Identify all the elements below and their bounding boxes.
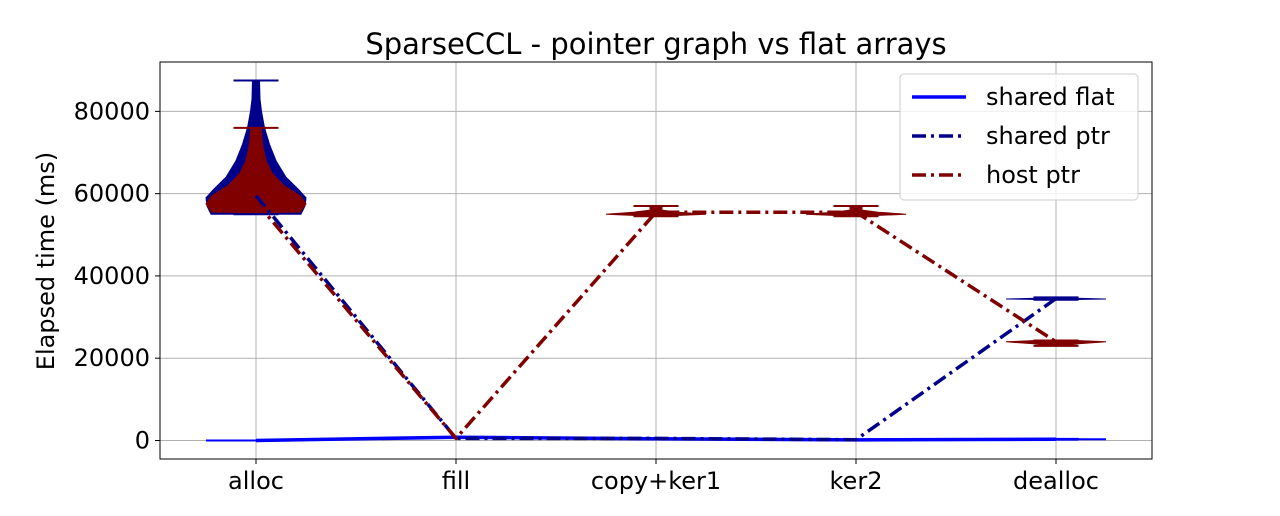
x-tick-label: copy+ker1 — [591, 467, 721, 495]
legend-box — [899, 73, 1139, 201]
x-tick-label: dealloc — [1013, 467, 1099, 495]
violin-body — [205, 127, 307, 213]
y-tick-label: 0 — [135, 426, 150, 454]
y-tick-label: 80000 — [74, 97, 150, 125]
y-tick-label: 40000 — [74, 262, 150, 290]
series-line — [254, 200, 1057, 441]
x-tick-label: ker2 — [830, 467, 883, 495]
y-tick-label: 20000 — [74, 344, 150, 372]
series-lines — [206, 194, 1106, 443]
legend-label: host ptr — [986, 161, 1080, 189]
x-tick-label: fill — [442, 467, 470, 495]
violin-body — [605, 205, 707, 217]
legend-label: shared ptr — [986, 122, 1110, 150]
y-tick-label: 60000 — [74, 180, 150, 208]
x-tick-label: alloc — [228, 467, 284, 495]
y-axis-label: Elapsed time (ms) — [32, 152, 60, 370]
legend-label: shared flat — [986, 83, 1115, 111]
chart-title: SparseCCL - pointer graph vs flat arrays — [365, 27, 946, 61]
legend: shared flat shared ptr host ptr — [899, 73, 1139, 201]
series-line — [254, 194, 1058, 442]
ticks: alloc fill copy+ker1 ker2 dealloc 0 20000 40000… — [74, 97, 1099, 495]
